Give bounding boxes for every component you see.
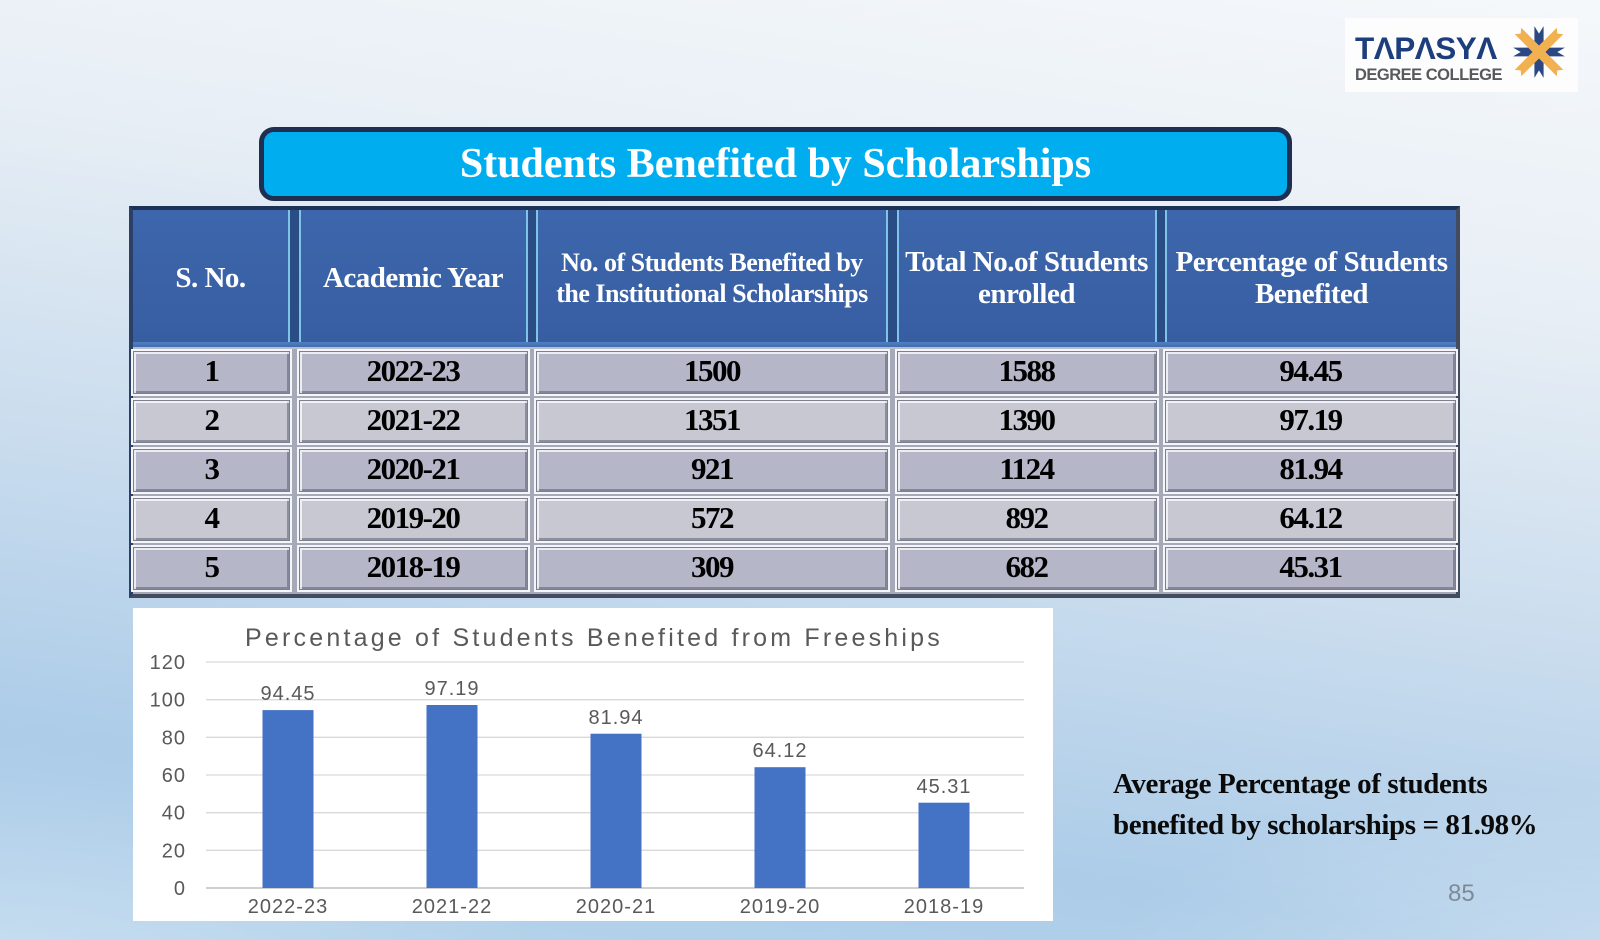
svg-text:Percentage of Students Benefit: Percentage of Students Benefited from Fr… [245, 624, 943, 652]
svg-text:100: 100 [150, 690, 186, 712]
svg-text:20: 20 [162, 840, 186, 862]
svg-text:2018-19: 2018-19 [904, 896, 984, 918]
svg-text:45.31: 45.31 [916, 776, 971, 798]
svg-text:97.19: 97.19 [424, 678, 479, 700]
svg-text:0: 0 [174, 878, 186, 900]
svg-text:120: 120 [150, 652, 186, 674]
svg-text:2019-20: 2019-20 [740, 896, 820, 918]
svg-text:2021-22: 2021-22 [412, 896, 492, 918]
svg-text:40: 40 [162, 803, 186, 825]
svg-text:94.45: 94.45 [260, 683, 315, 705]
svg-text:2022-23: 2022-23 [248, 896, 328, 918]
svg-text:80: 80 [162, 727, 186, 749]
svg-text:81.94: 81.94 [588, 707, 643, 729]
svg-text:2020-21: 2020-21 [576, 896, 656, 918]
svg-text:64.12: 64.12 [752, 740, 807, 762]
svg-text:60: 60 [162, 765, 186, 787]
